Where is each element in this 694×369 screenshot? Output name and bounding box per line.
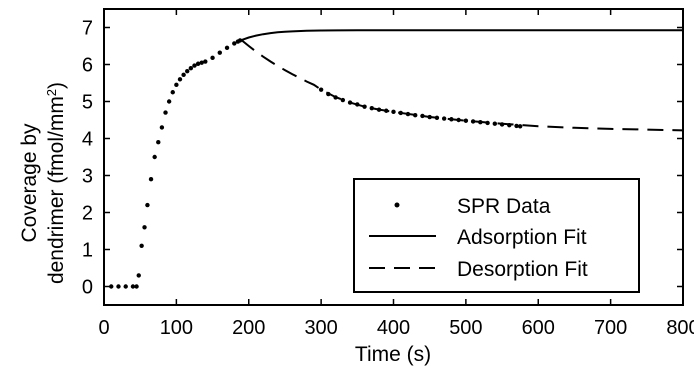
x-tick-label: 300 (304, 317, 337, 339)
x-tick-label: 200 (232, 317, 265, 339)
spr-data-point (195, 61, 201, 66)
spr-data-point (152, 154, 157, 160)
adsorption-fit-line (241, 29, 683, 42)
plot-area (109, 29, 684, 289)
spr-data-point (142, 225, 147, 230)
x-tick-label: 500 (449, 317, 482, 339)
spr-data-point (517, 124, 523, 129)
spr-data-point (145, 202, 150, 208)
y-tick-label: 7 (82, 18, 93, 40)
spr-data-point (159, 125, 165, 130)
spr-data-point (369, 105, 374, 111)
spr-data-point (514, 123, 519, 129)
spr-data-point (136, 273, 141, 278)
spr-data-point (170, 90, 175, 95)
y-axis-label-close: ) (45, 82, 68, 89)
spr-data-point (130, 284, 136, 289)
y-tick-label: 3 (82, 166, 93, 188)
spr-data-point (185, 68, 190, 74)
y-axis-label-superscript: 2 (44, 89, 59, 96)
spr-data-point (192, 63, 197, 68)
spr-data-point (116, 284, 121, 289)
desorption-fit-line (240, 39, 684, 132)
y-tick-label: 2 (82, 203, 93, 225)
legend-label-spr-data: SPR Data (457, 195, 551, 218)
spr-data-point (177, 77, 183, 82)
spr-data-point (163, 110, 168, 115)
x-tick-label: 400 (377, 317, 410, 339)
spr-data-point (181, 72, 186, 78)
spr-data-point (109, 284, 114, 289)
legend: SPR Data Adsorption Fit Desorption Fit (353, 178, 640, 293)
spr-data-point (156, 140, 161, 145)
spr-data-point (391, 109, 396, 115)
y-tick-label: 5 (82, 92, 93, 114)
x-tick-label: 600 (522, 317, 555, 339)
spr-data-point (199, 60, 204, 65)
legend-marker-spr-data (394, 202, 400, 208)
spr-data-point (134, 284, 139, 289)
spr-data-point (139, 243, 144, 248)
spr-data-point (413, 112, 418, 118)
y-axis-label-main: dendrimer (fmol/mm (45, 96, 68, 284)
legend-label-desorption-fit: Desorption Fit (457, 258, 588, 281)
y-tick-label: 0 (82, 277, 93, 299)
spr-data-point (174, 82, 179, 88)
y-axis-label-line1: Coverage by (18, 123, 41, 243)
plot-frame (103, 8, 684, 306)
spr-data-point (217, 50, 222, 55)
spr-data-point (166, 99, 172, 104)
spr-data-point (188, 66, 194, 71)
y-tick-label: 6 (82, 55, 93, 77)
x-tick-label: 100 (160, 317, 193, 339)
y-tick-label: 4 (82, 129, 93, 151)
y-axis-title: Coverage by dendrimer (fmol/mm2) (18, 82, 68, 284)
x-tick-label: 0 (98, 317, 109, 339)
spr-data-point (237, 38, 243, 43)
spr-data-point (463, 118, 469, 123)
axis-tick-labels: 0 100 200 300 400 500 600 700 800 0 1 2 3 4 5 6 7 (82, 18, 694, 340)
y-tick-label: 1 (82, 240, 93, 262)
x-axis-label: Time (s) (355, 343, 431, 366)
x-tick-label: 800 (666, 317, 694, 339)
spr-data-point (210, 55, 215, 61)
spr-data-point (492, 121, 498, 126)
spr-data-point (340, 97, 346, 103)
spr-data-point (148, 177, 154, 182)
spr-data-point (123, 284, 128, 289)
spr-data-point (224, 45, 230, 51)
x-tick-label: 700 (594, 317, 627, 339)
spr-data-point (232, 41, 237, 46)
spr-data-point (318, 87, 324, 92)
y-axis-label-line2: dendrimer (fmol/mm2) (44, 82, 69, 284)
spr-data-point (203, 59, 208, 64)
legend-label-adsorption-fit: Adsorption Fit (457, 226, 587, 249)
spr-data-point (441, 116, 447, 121)
